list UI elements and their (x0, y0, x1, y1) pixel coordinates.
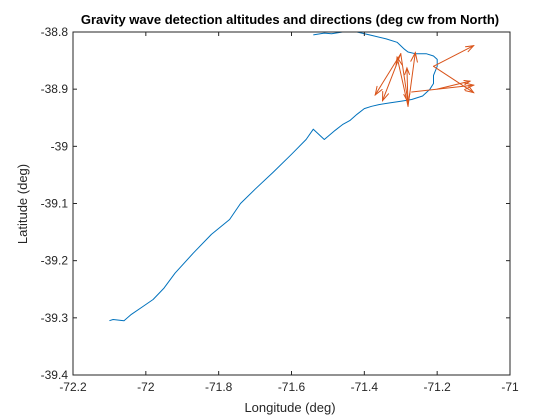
x-tick-label: -71 (501, 380, 519, 394)
arrow-head (395, 55, 403, 67)
direction-arrow (404, 66, 410, 107)
series-layer (109, 31, 476, 322)
y-axis-label: Latitude (deg) (15, 164, 30, 244)
arrow-head (465, 45, 475, 53)
y-tick-label: -38.9 (41, 82, 69, 96)
y-tick-label: -39.1 (41, 197, 69, 211)
axes-layer: -72.2 -72 -71.8 -71.6 -71.4 -71.2 -71 -39.4 -39.… (41, 25, 519, 394)
y-tick-label: -38.8 (41, 25, 69, 39)
plot-area: -72.2 -72 -71.8 -71.6 -71.4 -71.2 -71 -39.4 -39.… (41, 25, 519, 394)
arrow-shaft (411, 84, 475, 93)
x-tick-label: -71.2 (423, 380, 451, 394)
x-tick-label: -71.4 (351, 380, 379, 394)
arrow-shaft (396, 56, 409, 107)
y-tick-label: -39.4 (41, 368, 69, 382)
arrow-shaft (433, 45, 475, 67)
arrow-head (374, 85, 383, 97)
chart-title: Gravity wave detection altitudes and dir… (81, 12, 499, 27)
y-tick-label: -39.3 (41, 311, 69, 325)
track-line (109, 31, 438, 322)
arrow-head (410, 51, 418, 63)
arrow-head (464, 85, 475, 94)
direction-arrow (407, 51, 418, 107)
x-axis-label: Longitude (deg) (244, 400, 335, 415)
arrow-shaft (400, 53, 409, 103)
y-tick-label: -39.2 (41, 254, 69, 268)
arrow-head (463, 82, 476, 91)
x-tick-label: -71.6 (278, 380, 306, 394)
x-tick-label: -72.2 (59, 380, 87, 394)
arrow-shaft (406, 67, 409, 107)
arrow-shaft (407, 52, 416, 107)
x-tick-label: -72 (137, 380, 155, 394)
arrow-head (382, 91, 390, 102)
direction-arrow (411, 82, 476, 93)
y-tick-label: -39 (51, 139, 69, 153)
direction-arrow (433, 45, 475, 67)
arrow-head (404, 66, 410, 76)
x-tick-label: -71.8 (205, 380, 233, 394)
direction-arrow (395, 55, 409, 107)
